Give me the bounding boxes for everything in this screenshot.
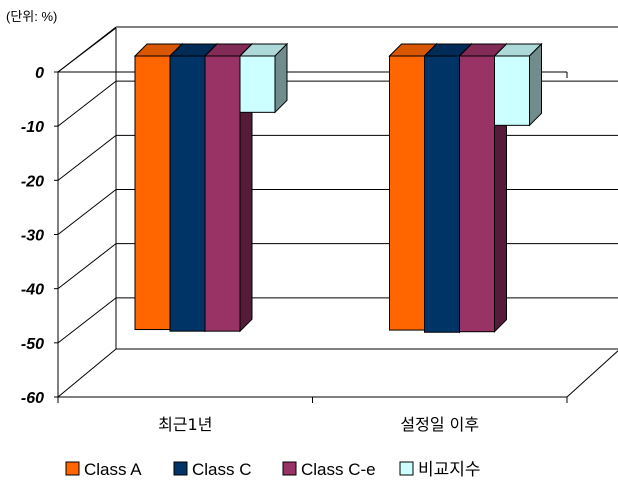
legend-swatch [173, 461, 188, 476]
legend-label: Class A [84, 460, 142, 479]
bar-front-비교지수-설정일 이후 [494, 55, 530, 126]
gridline-side [57, 297, 117, 344]
legend-swatch [399, 461, 414, 476]
frame-floor-right [566, 350, 618, 398]
gridline-side [57, 189, 117, 235]
y-tick-label: -60 [21, 390, 44, 407]
gridline-side [57, 26, 117, 73]
y-tick-label: -50 [21, 336, 44, 353]
bar-front-Class C-최근1년 [169, 55, 206, 332]
y-tick-label: -10 [21, 119, 44, 136]
x-axis: 최근1년 설정일 이후 [57, 397, 568, 434]
gridline-side [57, 134, 117, 181]
y-tick-label: -40 [21, 282, 44, 299]
bar-front-Class C-설정일 이후 [424, 55, 460, 333]
x-category-label: 설정일 이후 [400, 415, 479, 434]
y-tick-label: -20 [21, 173, 44, 190]
bar-front-비교지수-최근1년 [239, 55, 276, 113]
bar-front-Class A-설정일 이후 [389, 55, 425, 331]
legend-swatch [65, 461, 80, 476]
legend-swatch [282, 461, 297, 476]
gridline-side [57, 80, 117, 127]
legend-label: Class C-e [301, 460, 376, 479]
bar-front-Class A-최근1년 [134, 55, 171, 331]
bar-front-Class C-e-최근1년 [204, 55, 241, 332]
bars [133, 42, 543, 334]
bar-front-Class C-e-설정일 이후 [459, 55, 495, 333]
unit-label: (단위: %) [6, 9, 57, 24]
legend-label: 비교지수 [418, 460, 481, 480]
bar-side [529, 42, 542, 127]
legend: Class A Class C Class C-e 비교지수 [65, 460, 481, 480]
bar-side [274, 42, 288, 114]
y-axis: 0 -10 -20 -30 -40 -50 -60 [21, 65, 58, 407]
y-tick-label: -30 [21, 228, 44, 245]
y-tick-label: 0 [35, 65, 44, 82]
frame-edge-bottom-left [57, 348, 117, 398]
legend-label: Class C [192, 460, 252, 479]
x-category-label: 최근1년 [158, 415, 212, 434]
gridline-side [57, 243, 117, 290]
